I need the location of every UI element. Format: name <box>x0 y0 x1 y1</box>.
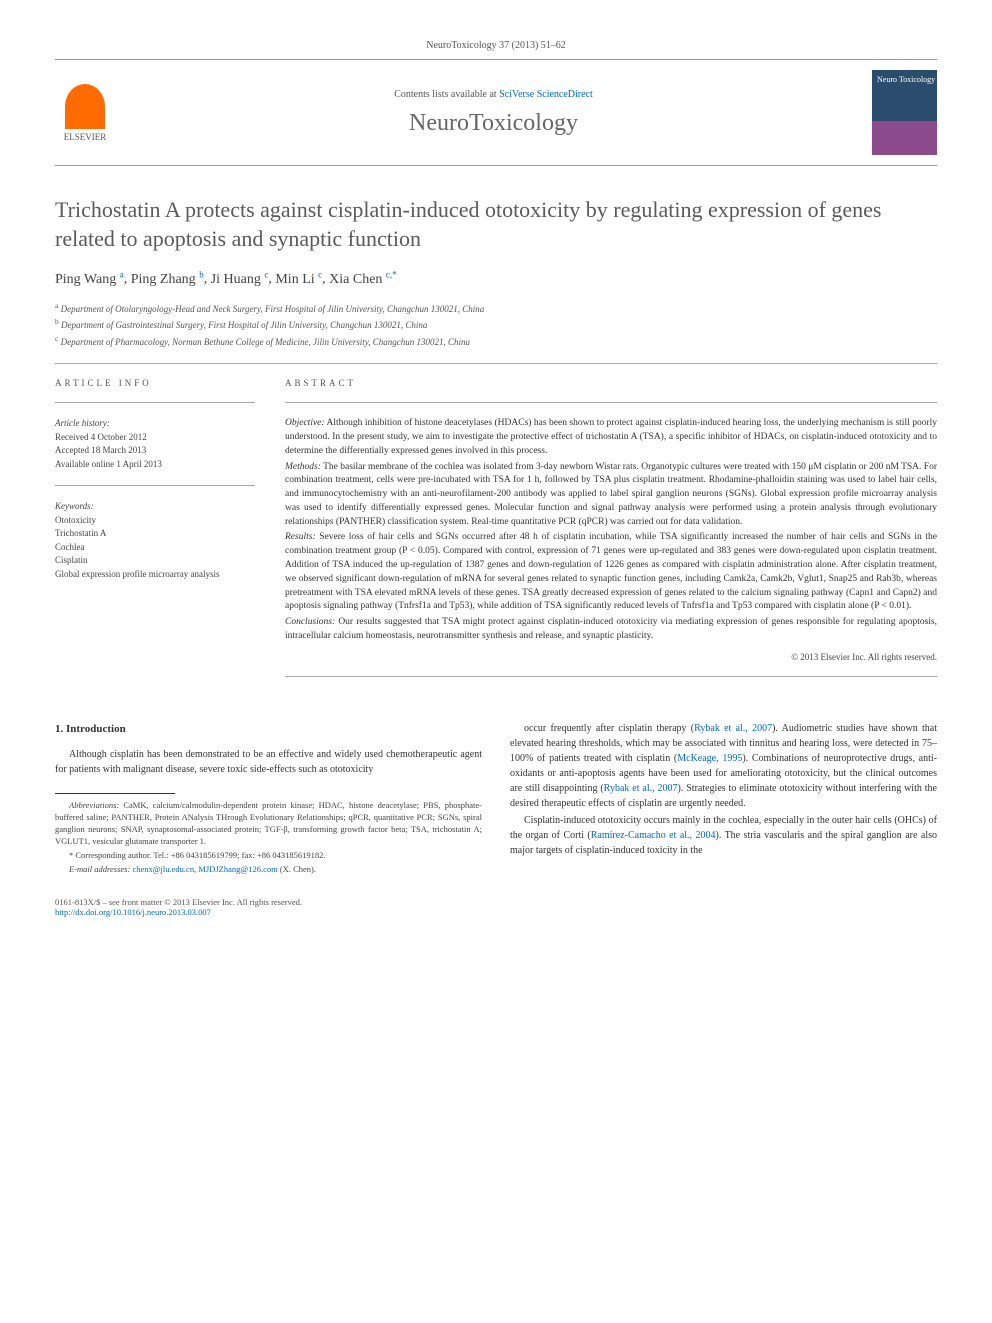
divider <box>285 676 937 677</box>
authors-line: Ping Wang a, Ping Zhang b, Ji Huang c, M… <box>55 269 937 288</box>
intro-heading: 1. Introduction <box>55 721 482 738</box>
contents-prefix: Contents lists available at <box>394 89 499 100</box>
keyword: Global expression profile microarray ana… <box>55 568 255 582</box>
keyword: Cisplatin <box>55 554 255 568</box>
citation-link[interactable]: Ramírez-Camacho et al., 2004 <box>591 830 716 841</box>
email-label: E-mail addresses: <box>69 864 130 874</box>
elsevier-tree-icon <box>65 84 105 129</box>
abstract-text: Objective: Although inhibition of histon… <box>285 417 937 643</box>
keywords-title: Keywords: <box>55 500 255 514</box>
journal-reference: NeuroToxicology 37 (2013) 51–62 <box>55 40 937 51</box>
divider <box>285 402 937 403</box>
article-info-heading: ARTICLE INFO <box>55 378 255 388</box>
author: Ping Wang a <box>55 272 124 287</box>
affiliation: b Department of Gastrointestinal Surgery… <box>55 316 937 333</box>
article-title: Trichostatin A protects against cisplati… <box>55 196 937 253</box>
keyword: Trichostatin A <box>55 527 255 541</box>
article-info-col: ARTICLE INFO Article history: Received 4… <box>55 378 255 690</box>
history-item: Received 4 October 2012 <box>55 431 255 445</box>
objective-label: Objective: <box>285 418 325 428</box>
history-item: Available online 1 April 2013 <box>55 458 255 472</box>
conclusions-text: Our results suggested that TSA might pro… <box>285 617 937 641</box>
author: Xia Chen c,* <box>329 272 397 287</box>
divider <box>55 485 255 486</box>
methods-label: Methods: <box>285 462 321 472</box>
issn-line: 0161-813X/$ – see front matter © 2013 El… <box>55 897 937 907</box>
abbrev-label: Abbreviations: <box>69 800 119 810</box>
email-link[interactable]: MJDJZhang@126.com <box>198 864 277 874</box>
history-title: Article history: <box>55 417 255 431</box>
results-text: Severe loss of hair cells and SGNs occur… <box>285 532 937 611</box>
body-paragraph: occur frequently after cisplatin therapy… <box>510 721 937 811</box>
author: Ping Zhang b <box>131 272 204 287</box>
affiliations: a Department of Otolaryngology-Head and … <box>55 300 937 350</box>
citation-link[interactable]: Rybak et al., 2007 <box>694 723 772 734</box>
journal-cover-thumb: Neuro Toxicology <box>872 70 937 155</box>
cover-thumb-label: Neuro Toxicology <box>877 75 935 84</box>
doi-link[interactable]: http://dx.doi.org/10.1016/j.neuro.2013.0… <box>55 907 211 917</box>
body-col-right: occur frequently after cisplatin therapy… <box>510 721 937 878</box>
methods-text: The basilar membrane of the cochlea was … <box>285 462 937 527</box>
author: Min Li c <box>275 272 322 287</box>
contents-available: Contents lists available at SciVerse Sci… <box>115 89 872 100</box>
citation-link[interactable]: McKeage, 1995 <box>677 753 742 764</box>
keyword: Ototoxicity <box>55 514 255 528</box>
sciencedirect-link[interactable]: SciVerse ScienceDirect <box>499 89 593 100</box>
body-columns: 1. Introduction Although cisplatin has b… <box>55 721 937 878</box>
journal-header: ELSEVIER Contents lists available at Sci… <box>55 59 937 166</box>
abbrev-text: CaMK, calcium/calmodulin-dependent prote… <box>55 800 482 846</box>
intro-paragraph: Although cisplatin has been demonstrated… <box>55 747 482 777</box>
header-center: Contents lists available at SciVerse Sci… <box>115 89 872 137</box>
citation-link[interactable]: Rybak et al., 2007 <box>604 783 678 794</box>
author: Ji Huang c <box>211 272 269 287</box>
corresponding-author: * Corresponding author. Tel.: +86 043185… <box>55 850 482 862</box>
elsevier-label: ELSEVIER <box>64 132 107 142</box>
conclusions-label: Conclusions: <box>285 617 335 627</box>
body-paragraph: Cisplatin-induced ototoxicity occurs mai… <box>510 813 937 858</box>
keyword: Cochlea <box>55 541 255 555</box>
divider <box>55 402 255 403</box>
footnote-divider <box>55 793 175 794</box>
page-footer: 0161-813X/$ – see front matter © 2013 El… <box>55 897 937 917</box>
elsevier-logo: ELSEVIER <box>55 78 115 148</box>
copyright: © 2013 Elsevier Inc. All rights reserved… <box>285 652 937 662</box>
history-item: Accepted 18 March 2013 <box>55 444 255 458</box>
affiliation: a Department of Otolaryngology-Head and … <box>55 300 937 317</box>
divider <box>55 363 937 364</box>
abstract-col: ABSTRACT Objective: Although inhibition … <box>285 378 937 690</box>
journal-name: NeuroToxicology <box>115 110 872 137</box>
abstract-heading: ABSTRACT <box>285 378 937 388</box>
affiliation: c Department of Pharmacology, Norman Bet… <box>55 333 937 350</box>
info-abstract-row: ARTICLE INFO Article history: Received 4… <box>55 378 937 690</box>
objective-text: Although inhibition of histone deacetyla… <box>285 418 937 456</box>
footnotes: Abbreviations: CaMK, calcium/calmodulin-… <box>55 800 482 875</box>
email-link[interactable]: chenx@jlu.edu.cn <box>132 864 194 874</box>
body-col-left: 1. Introduction Although cisplatin has b… <box>55 721 482 878</box>
results-label: Results: <box>285 532 316 542</box>
keywords-section: Keywords: Ototoxicity Trichostatin A Coc… <box>55 500 255 581</box>
article-history: Article history: Received 4 October 2012… <box>55 417 255 471</box>
